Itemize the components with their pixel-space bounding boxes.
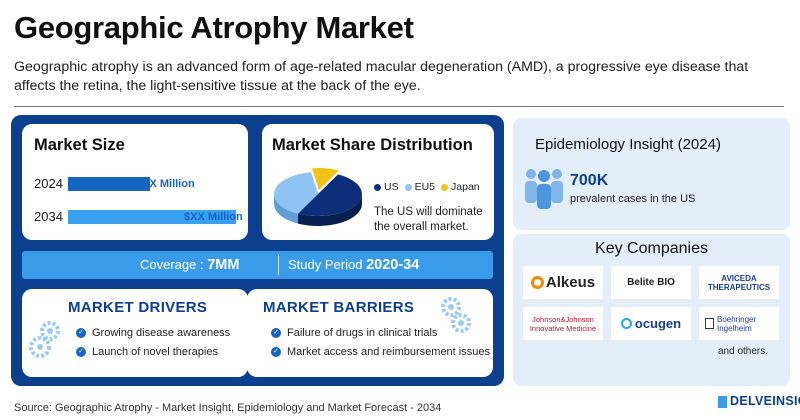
key-companies-card: Key Companies Alkeus Belite BIO AVICEDA … [513,234,790,386]
market-size-card: Market Size 2024 $XX Million 2034 $XX Mi… [22,124,248,240]
check-icon: ✓ [271,347,281,357]
pie-slice-eu5 [274,172,318,214]
barrier-item: ✓ Failure of drugs in clinical trials [271,327,437,339]
epidemiology-card: Epidemiology Insight (2024) 700K prevale… [513,118,790,230]
market-share-card: Market Share Distribution US EU5 Japan T… [262,124,494,240]
legend-item-us: US [374,181,399,193]
market-share-note: The US will dominate the overall market. [374,206,483,233]
pie-slice-japan [312,168,339,191]
brand-logo: DELVEINSIGHT [718,394,800,408]
market-drivers-card: MARKET DRIVERS ✓ Growing disease awarenes… [22,289,248,377]
page-subtitle: Geographic atrophy is an advanced form o… [14,59,749,94]
driver-item: ✓ Growing disease awareness [76,327,230,339]
epidemiology-value: 700K [570,172,609,189]
study-period-info: Study Period 2020-34 [288,257,420,273]
check-icon: ✓ [76,347,86,357]
market-barriers-card: MARKET BARRIERS ✓ Failure of drugs in cli… [247,289,493,377]
coverage-info: Coverage : 7MM [140,257,240,273]
epidemiology-title: Epidemiology Insight (2024) [535,136,721,153]
coverage-study-bar: Coverage : 7MM Study Period 2020-34 [22,251,493,279]
market-share-title: Market Share Distribution [272,136,473,154]
barrier-item: ✓ Market access and reimbursement issues [271,346,490,358]
key-companies-title: Key Companies [595,240,708,257]
gears-icon [441,297,471,333]
market-size-title: Market Size [34,136,125,154]
pie-slice-us [298,174,362,216]
people-group-icon [525,169,563,209]
market-size-value-2024: $XX Million [136,178,195,190]
market-barriers-title: MARKET BARRIERS [263,299,415,316]
alkeus-logo-icon [530,276,544,289]
header-divider [14,106,784,107]
coverage-divider [278,255,279,275]
page-title: Geographic Atrophy Market [14,10,414,45]
company-logo-aviceda: AVICEDA THERAPEUTICS [699,266,779,299]
market-size-value-2034: $XX Million [184,211,243,223]
driver-item: ✓ Launch of novel therapies [76,346,218,358]
key-companies-others: and others. [718,346,769,357]
delveinsight-logo-icon [718,395,727,408]
legend-item-japan: Japan [441,181,480,193]
market-size-year-2034: 2034 [34,209,63,224]
gears-icon [29,321,60,358]
ocugen-logo-icon [620,318,632,329]
market-drivers-title: MARKET DRIVERS [68,299,208,316]
legend-item-eu5: EU5 [404,181,435,193]
pie-slice-side-us [298,194,362,226]
company-logo-alkeus: Alkeus [523,266,603,299]
market-share-pie-chart [274,168,362,226]
check-icon: ✓ [271,328,281,338]
company-logo-boehringer: Boehringer Ingelheim [699,307,779,340]
market-size-bar-2024 [68,177,150,191]
boehringer-logo-icon [705,318,714,329]
epidemiology-description: prevalent cases in the US [570,193,696,205]
company-logo-belite: Belite BIO [611,266,691,299]
pie-slice-side-eu5 [274,194,299,224]
company-logo-johnson-johnson: Johnson&Johnson Innovative Medicine [523,307,603,340]
check-icon: ✓ [76,328,86,338]
company-logo-ocugen: ocugen [611,307,691,340]
market-size-year-2024: 2024 [34,176,63,191]
source-note: Source: Geographic Atrophy - Market Insi… [14,402,442,414]
market-size-bar-2034 [68,210,236,224]
market-share-legend: US EU5 Japan [374,181,480,193]
